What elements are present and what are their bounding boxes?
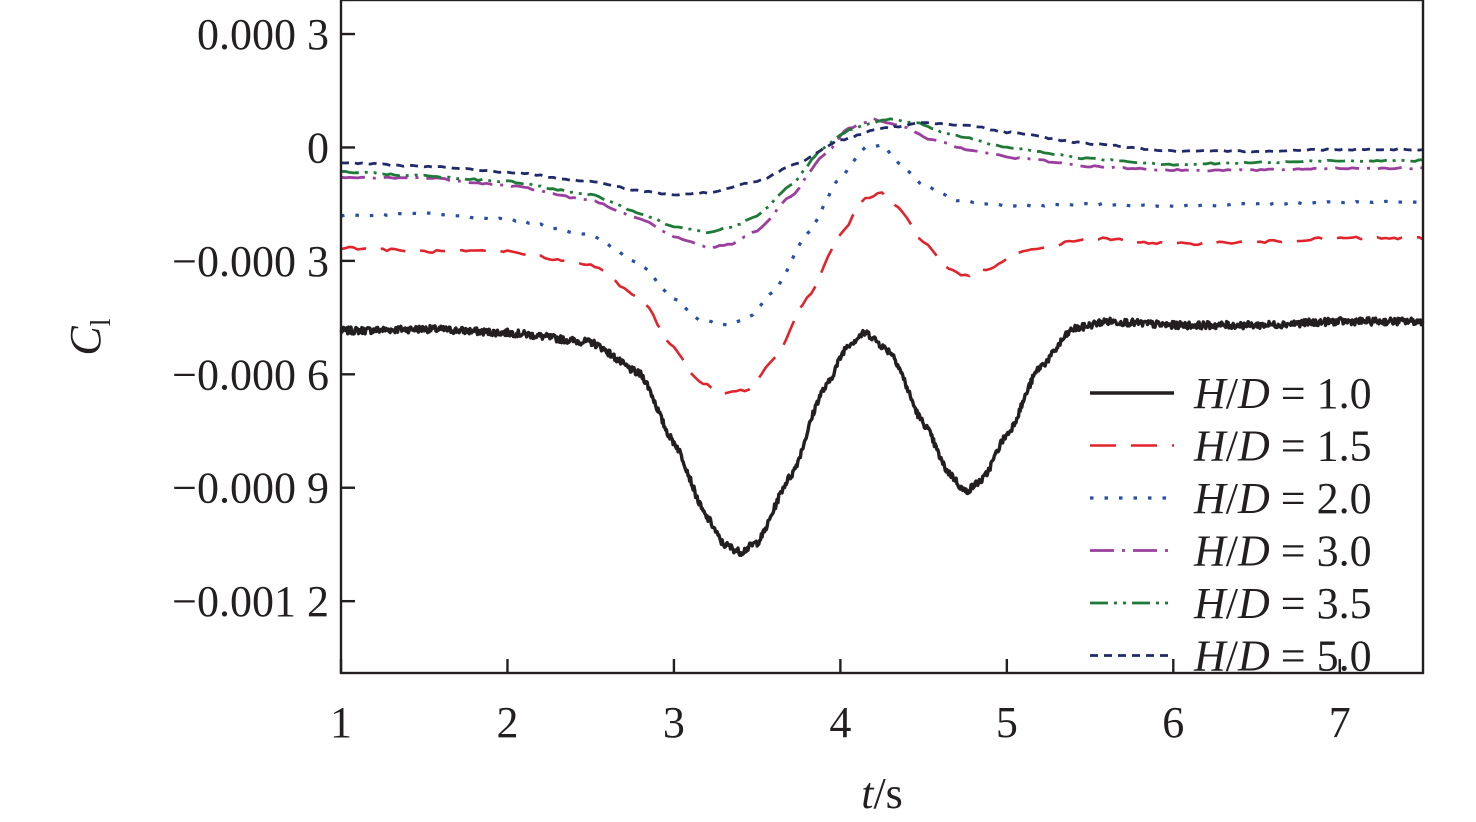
legend-label: H/D = 3.0 xyxy=(1193,527,1372,576)
legend-label: H/D = 1.5 xyxy=(1193,422,1372,471)
x-tick-label: 6 xyxy=(1162,698,1184,747)
series-line xyxy=(340,143,1424,327)
series-line xyxy=(340,191,1424,395)
legend-label: H/D = 1.0 xyxy=(1193,369,1372,418)
x-tick-label: 5 xyxy=(996,698,1018,747)
y-tick-label: −0.001 2 xyxy=(172,577,329,626)
series-line xyxy=(340,117,1423,235)
legend-label: H/D = 5.0 xyxy=(1193,632,1372,681)
y-tick-label: −0.000 6 xyxy=(172,350,329,399)
series-layer xyxy=(339,117,1425,557)
legend: H/D = 1.0H/D = 1.5H/D = 2.0H/D = 3.0H/D … xyxy=(1090,369,1372,681)
series-line xyxy=(340,121,1424,197)
y-tick-label: 0.000 3 xyxy=(197,10,329,59)
x-tick-label: 3 xyxy=(663,698,685,747)
x-tick-label: 4 xyxy=(829,698,851,747)
y-tick-label: −0.000 3 xyxy=(172,237,329,286)
x-axis-title: t/s xyxy=(861,769,903,818)
y-tick-label: −0.000 9 xyxy=(172,464,329,513)
axes-layer: 1 2 3 4 5 6 7 0.000 3 0 −0.000 3 −0.000 6 −0.000 9 −… xyxy=(172,10,1351,747)
legend-label: H/D = 3.5 xyxy=(1193,579,1372,628)
y-tick-label: 0 xyxy=(307,123,329,172)
plot-frame xyxy=(339,0,1425,675)
x-tick-label: 7 xyxy=(1329,698,1351,747)
series-line xyxy=(339,316,1425,557)
series-line xyxy=(340,117,1424,250)
x-tick-label: 1 xyxy=(330,698,352,747)
x-tick-label: 2 xyxy=(496,698,518,747)
y-axis-title: Cl xyxy=(61,318,117,355)
legend-label: H/D = 2.0 xyxy=(1193,474,1372,523)
